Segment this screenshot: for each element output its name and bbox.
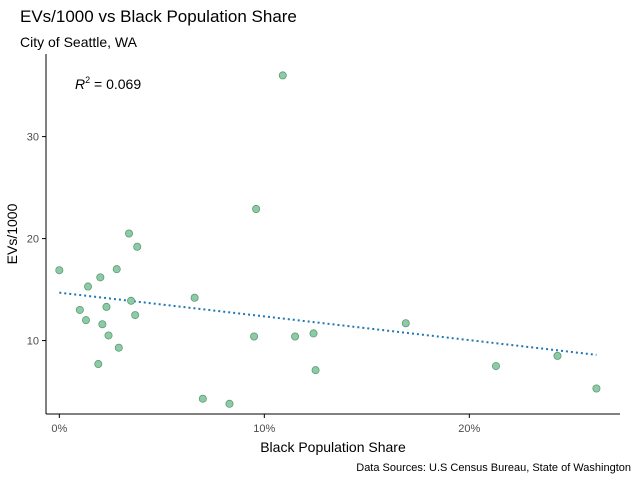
r-squared-value: = 0.069: [90, 76, 141, 92]
data-point: [98, 320, 107, 329]
x-tick-label: 0%: [51, 423, 67, 435]
x-tick-label: 20%: [458, 423, 480, 435]
data-point: [75, 305, 84, 314]
data-point: [311, 366, 320, 375]
r-squared-superscript: 2: [85, 75, 90, 85]
data-point: [225, 399, 234, 408]
data-point: [401, 319, 410, 328]
data-point: [104, 331, 113, 340]
data-point: [198, 394, 207, 403]
data-point: [112, 265, 121, 274]
data-point: [55, 266, 64, 275]
axis-ticks: 10 20 30 0% 10% 20%: [27, 132, 481, 435]
data-point: [127, 296, 136, 305]
data-point: [102, 302, 111, 311]
r-squared-symbol: R: [75, 76, 85, 92]
data-point: [252, 205, 261, 214]
data-source-caption: Data Sources: U.S Census Bureau, State o…: [356, 462, 631, 474]
chart-subtitle: City of Seattle, WA: [20, 34, 138, 50]
x-axis-label: Black Population Share: [260, 439, 406, 455]
points-layer: [55, 71, 601, 408]
data-point: [491, 362, 500, 371]
y-tick-label: 10: [27, 336, 39, 348]
data-point: [94, 360, 103, 369]
data-point: [592, 384, 601, 393]
data-point: [81, 316, 90, 325]
data-point: [553, 351, 562, 360]
data-point: [125, 229, 134, 238]
data-point: [84, 282, 93, 291]
data-point: [96, 273, 105, 282]
data-point: [190, 293, 199, 302]
data-point: [291, 332, 300, 341]
data-point: [309, 329, 318, 338]
data-point: [114, 343, 123, 352]
trend-line: [59, 291, 597, 356]
data-point: [131, 311, 140, 320]
chart-title: EVs/1000 vs Black Population Share: [20, 7, 297, 26]
data-point: [133, 242, 142, 251]
y-tick-label: 20: [27, 234, 39, 246]
x-tick-label: 10%: [253, 423, 275, 435]
y-axis-label: EVs/1000: [4, 203, 20, 264]
y-tick-label: 30: [27, 132, 39, 144]
axes: [45, 54, 620, 415]
r-squared-annotation: R2 = 0.069: [75, 75, 141, 92]
trendline-layer: [59, 291, 597, 356]
data-point: [278, 71, 287, 80]
data-point: [250, 332, 259, 341]
